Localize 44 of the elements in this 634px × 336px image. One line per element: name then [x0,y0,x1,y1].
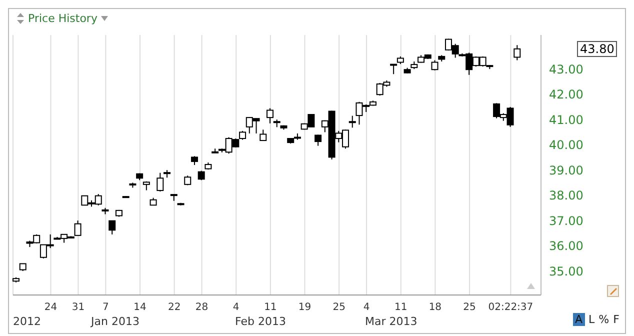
x-tick-label: 11 [264,302,277,314]
text: L [588,313,595,326]
y-tick-label: 42.00 [549,88,584,102]
y-tick-label: 41.00 [549,112,584,127]
x-tick-label: 28 [195,302,208,314]
x-tick-label: 02:22:37 [488,302,534,314]
text: Jan 2013 [91,315,140,328]
text: % [598,313,610,326]
candlestick [266,108,274,124]
candlestick [198,170,205,181]
candlestick [348,115,356,128]
x-tick-label: 4 [232,302,240,314]
x-tick-label: 14 [134,302,146,314]
x-tick-label: 7 [102,302,109,314]
candlestick [314,134,322,146]
y-tick-label: 38.00 [549,188,584,203]
candlestick [74,220,82,236]
x-tick-label: 18 [428,302,442,314]
text: A [573,313,585,326]
x-tick-label: 31 [72,302,85,314]
x-tick-label: 22 [168,302,181,314]
candlestick [108,220,116,235]
x-tick-label: 4 [363,302,370,314]
candlestick [156,172,164,192]
text: Mar 2013 [365,315,418,328]
y-tick-label: 35.00 [549,264,584,278]
y-tick-label: 36.00 [549,239,584,254]
x-tick-label: 11 [394,302,408,314]
y-tick-label: 40.00 [549,138,584,152]
y-tick-label: 37.00 [549,214,584,228]
text: F [613,313,620,326]
y-tick-label: 43.00 [549,62,584,76]
chart-title: Price History [28,12,98,25]
text: 2012 [13,315,41,328]
text: 43.80 [577,40,618,57]
x-tick-label: 25 [463,302,476,314]
candlestick [514,44,521,61]
text: Feb 2013 [235,315,286,328]
x-tick-label: 24 [44,302,58,314]
x-tick-label: 25 [332,302,346,314]
y-tick-label: 39.00 [549,163,584,178]
candlestick [431,60,438,71]
x-tick-label: 19 [298,302,312,314]
candlestick [390,64,398,75]
